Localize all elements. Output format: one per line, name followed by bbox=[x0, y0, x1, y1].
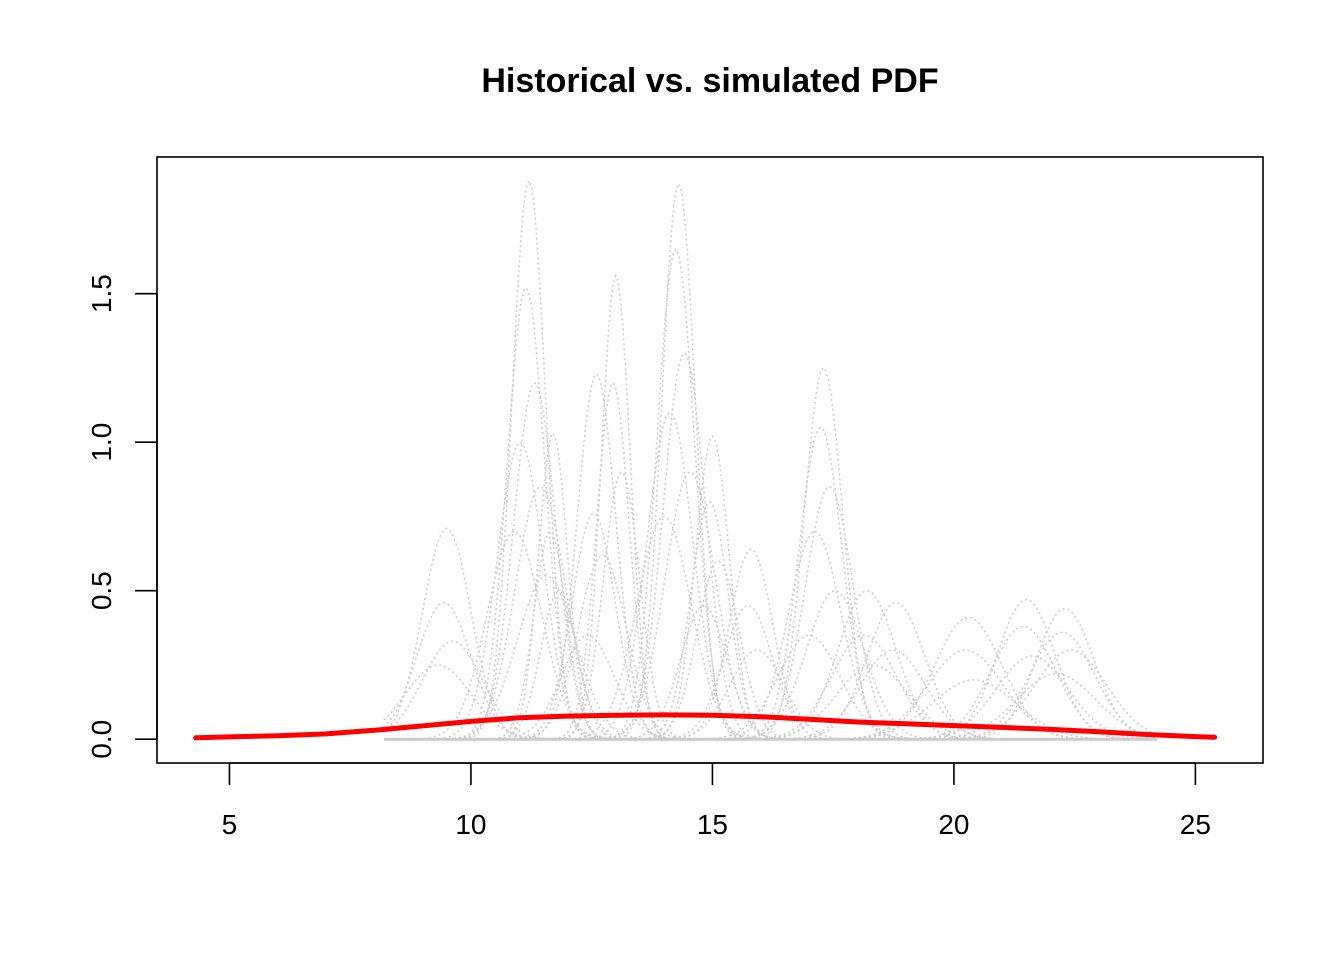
y-tick-label: 1.5 bbox=[86, 274, 117, 313]
x-tick-label: 25 bbox=[1180, 809, 1211, 840]
x-tick-label: 20 bbox=[938, 809, 969, 840]
x-axis: 5 10 15 20 25 bbox=[222, 762, 1211, 840]
y-tick-label: 1.0 bbox=[86, 423, 117, 462]
simulated-curve bbox=[384, 530, 1157, 740]
historical-curve bbox=[193, 712, 1218, 741]
simulated-curve bbox=[384, 286, 1157, 740]
simulated-curve bbox=[384, 247, 1157, 740]
simulated-curve bbox=[384, 485, 1157, 740]
y-tick-label: 0.5 bbox=[86, 571, 117, 610]
simulated-curve bbox=[384, 411, 1157, 740]
simulated-curve bbox=[384, 441, 1157, 740]
simulated-curve bbox=[384, 181, 1157, 740]
y-tick-label: 0.0 bbox=[86, 720, 117, 759]
simulated-curve bbox=[384, 381, 1157, 740]
y-axis: 0.0 0.5 1.0 1.5 bbox=[86, 274, 158, 759]
simulated-curve bbox=[384, 372, 1157, 740]
simulated-curve bbox=[384, 604, 1157, 740]
chart-title: Historical vs. simulated PDF bbox=[481, 62, 938, 100]
historical-curve-layer bbox=[193, 712, 1218, 741]
simulated-curve bbox=[384, 366, 1157, 740]
simulated-curve bbox=[384, 486, 1157, 740]
x-tick-label: 5 bbox=[222, 809, 238, 840]
simulated-curve bbox=[384, 352, 1157, 740]
simulated-curves bbox=[383, 178, 1157, 741]
simulated-curve bbox=[383, 640, 1157, 740]
x-tick-label: 10 bbox=[455, 809, 486, 840]
simulated-curve bbox=[384, 382, 1157, 740]
simulated-curve bbox=[384, 649, 1157, 740]
simulated-curve bbox=[384, 530, 1157, 740]
simulated-curve bbox=[384, 512, 1157, 740]
x-tick-label: 15 bbox=[697, 809, 728, 840]
simulated-curve bbox=[384, 515, 1157, 740]
simulated-curve bbox=[384, 530, 1157, 740]
simulated-curve bbox=[384, 273, 1157, 740]
simulated-curve bbox=[384, 434, 1157, 740]
simulated-curve bbox=[384, 178, 1157, 740]
